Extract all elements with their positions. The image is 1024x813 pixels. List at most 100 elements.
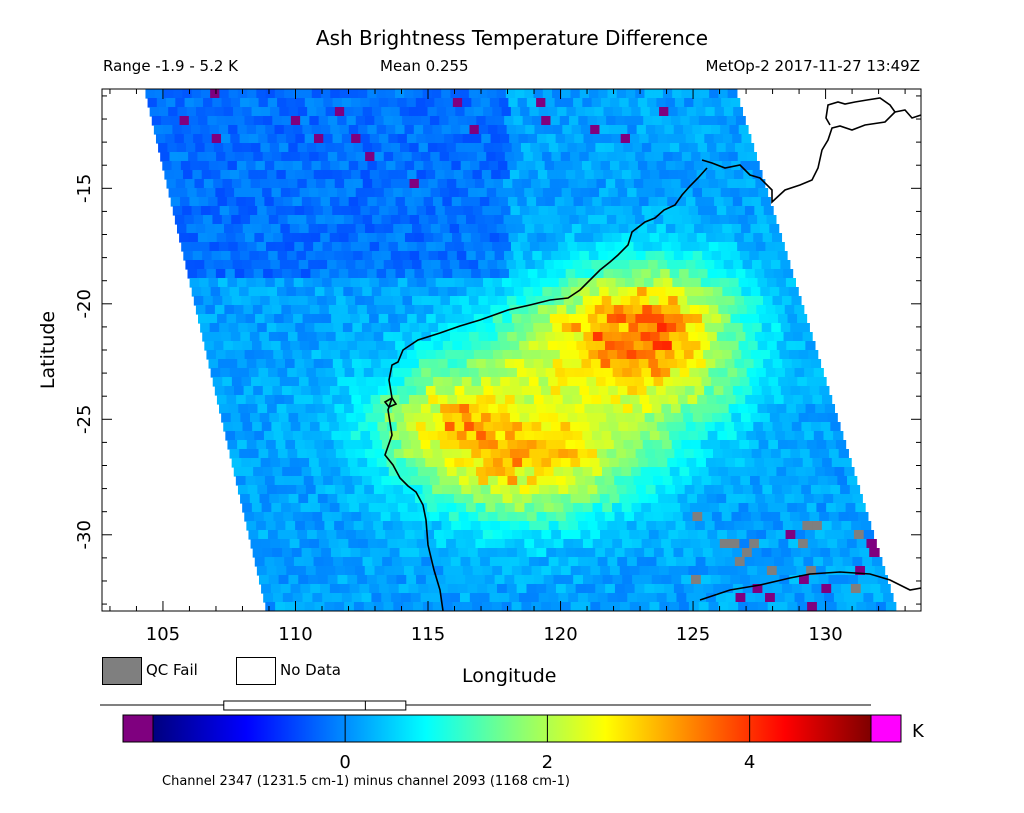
heatmap-cell <box>477 548 489 558</box>
heatmap-cell <box>360 170 371 180</box>
heatmap-cell <box>778 539 789 549</box>
heatmap-cell <box>529 449 540 459</box>
heatmap-cell <box>432 485 443 495</box>
heatmap-cell <box>527 233 538 243</box>
heatmap-cell <box>235 233 246 243</box>
heatmap-cell <box>318 116 329 126</box>
heatmap-cell <box>217 314 228 324</box>
heatmap-cell <box>538 377 549 387</box>
heatmap-cell <box>628 494 640 504</box>
heatmap-cell <box>698 566 709 576</box>
heatmap-cell <box>573 575 584 585</box>
heatmap-cell <box>753 521 764 531</box>
heatmap-cell <box>158 143 168 153</box>
heatmap-cell <box>709 152 720 162</box>
heatmap-cell <box>404 269 416 279</box>
heatmap-cell <box>287 530 298 540</box>
heatmap-cell <box>519 557 530 567</box>
heatmap-cell <box>671 179 682 189</box>
x-tick-label: 110 <box>278 624 312 645</box>
heatmap-cell <box>710 440 721 450</box>
heatmap-cell <box>707 431 718 441</box>
heatmap-cell <box>737 152 748 162</box>
heatmap-cell <box>323 557 334 567</box>
heatmap-cell <box>291 386 302 396</box>
heatmap-cell <box>524 89 535 99</box>
heatmap-cell <box>786 467 797 477</box>
heatmap-cell <box>585 305 596 315</box>
heatmap-cell <box>543 431 554 441</box>
heatmap-cell <box>277 251 288 261</box>
heatmap-cell <box>538 206 549 216</box>
x-axis: 105 110 115 120 125 130 <box>109 89 906 645</box>
heatmap-cell <box>335 368 346 378</box>
heatmap-cell <box>472 206 483 216</box>
heatmap-cell <box>543 575 555 585</box>
heatmap-cell <box>499 305 510 315</box>
heatmap-cell <box>663 377 674 387</box>
heatmap-cell <box>389 431 400 441</box>
heatmap-cell <box>614 143 624 153</box>
heatmap-cell <box>285 359 296 369</box>
heatmap-cell <box>588 350 599 360</box>
heatmap-cell <box>452 269 463 279</box>
heatmap-cell <box>556 170 567 180</box>
heatmap-cell <box>272 269 283 279</box>
heatmap-cell <box>753 422 764 432</box>
heatmap-cell <box>683 548 694 558</box>
heatmap-cell <box>230 413 241 423</box>
heatmap-cell <box>367 197 378 207</box>
heatmap-cell <box>698 467 710 477</box>
heatmap-cell <box>594 269 605 279</box>
heatmap-cell <box>493 179 504 189</box>
heatmap-cell <box>747 467 758 477</box>
heatmap-cell <box>492 242 503 252</box>
heatmap-cell <box>704 521 716 531</box>
heatmap-cell <box>683 413 694 423</box>
heatmap-cell <box>614 341 625 351</box>
heatmap-cell <box>509 521 521 531</box>
heatmap-cell <box>186 107 197 117</box>
heatmap-cell <box>166 98 176 108</box>
heatmap-cell <box>545 332 556 342</box>
heatmap-cell <box>416 539 428 549</box>
heatmap-cell <box>423 269 434 279</box>
heatmap-cell <box>608 287 619 297</box>
heatmap-cell <box>402 332 413 342</box>
heatmap-cell <box>466 359 477 369</box>
heatmap-cell <box>251 143 262 153</box>
heatmap-cell <box>702 98 713 108</box>
heatmap-cell <box>583 332 594 342</box>
heatmap-cell <box>807 602 818 611</box>
heatmap-cell <box>579 152 590 162</box>
heatmap-cell <box>378 350 389 360</box>
heatmap-cell <box>381 476 392 486</box>
heatmap-cell <box>294 476 305 486</box>
heatmap-cell <box>289 260 300 270</box>
heatmap-cell <box>604 305 615 315</box>
heatmap-cell <box>644 584 655 594</box>
heatmap-cell <box>240 215 251 225</box>
heatmap-cell <box>789 413 800 423</box>
heatmap-cell <box>265 602 276 611</box>
heatmap-cell <box>553 503 564 513</box>
heatmap-cell <box>288 575 299 585</box>
heatmap-cell <box>507 332 518 342</box>
heatmap-cell <box>418 143 429 153</box>
heatmap-cell <box>164 170 175 180</box>
heatmap-cell <box>451 197 462 207</box>
heatmap-cell <box>290 152 301 162</box>
heatmap-cell <box>212 377 223 387</box>
heatmap-cell <box>539 242 550 252</box>
heatmap-cell <box>761 323 772 333</box>
heatmap-cell <box>719 539 731 549</box>
heatmap-cell <box>397 539 408 549</box>
heatmap-cell <box>608 422 619 432</box>
heatmap-cell <box>641 503 652 513</box>
heatmap-cell <box>704 260 715 270</box>
heatmap-cell <box>481 413 492 423</box>
heatmap-cell <box>708 179 719 189</box>
heatmap-cell <box>802 332 813 342</box>
heatmap-cell <box>327 260 338 270</box>
heatmap-cell <box>326 449 337 459</box>
